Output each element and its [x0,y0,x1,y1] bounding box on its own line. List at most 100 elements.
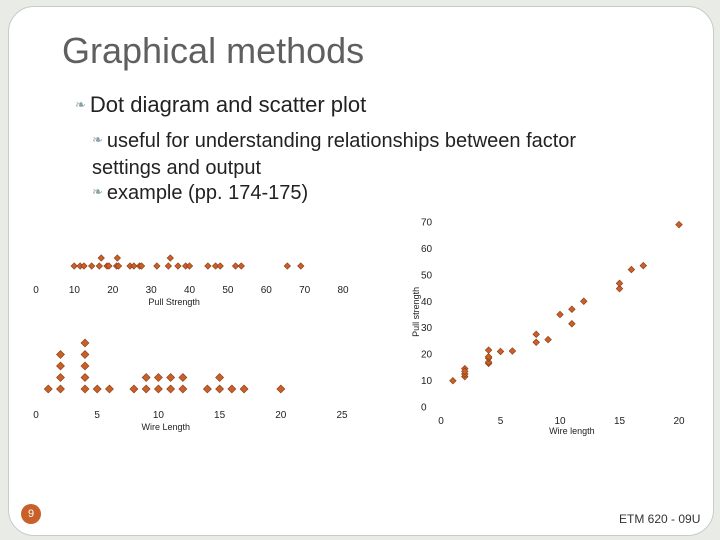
dot-marker [166,373,176,382]
x-tick-label: 20 [275,410,287,421]
dot-marker [166,254,174,262]
x-tick-label: 10 [554,416,566,427]
dot-marker [95,262,103,270]
dot-marker [237,262,245,270]
wire-length-dot-diagram: 0 5 10 15 20 25 Wire Length [33,338,348,432]
x-tick-label: 20 [673,416,685,427]
scatter-plot: 0 5 10 15 20 0 10 20 30 40 50 60 70 Wire length Pull s… [411,218,685,437]
bullet-3-text: example (pp. 174-175) [106,182,309,204]
y-tick-label: 20 [421,350,433,361]
scatter-point [484,353,493,361]
dot-marker [215,384,225,394]
dot-marker [239,384,249,394]
dot-marker [141,373,151,382]
scatter-point [532,330,540,339]
bullet-useful: ❧ useful for understanding relationships … [92,126,612,182]
x-tick-label: 60 [261,285,273,296]
scatter-point [568,320,576,328]
dot-marker [114,262,123,270]
slide-title: Graphical methods [62,30,365,71]
bullet-2-text: useful for understanding relationships b… [92,130,577,179]
y-tick-label: 10 [421,376,433,387]
x-tick-label: 5 [498,416,504,427]
dot-marker [216,262,224,270]
x-tick-label: 70 [299,285,311,296]
scatter-point [615,279,624,288]
dot-marker [153,373,163,382]
dot-marker [56,384,65,394]
x-tick-label: 25 [336,410,348,421]
x-axis-label: Wire length [549,426,595,436]
dot-marker [97,254,105,262]
dot-marker [215,373,225,382]
scatter-point [627,265,636,274]
x-tick-label: 80 [337,285,349,296]
dot-marker [80,338,90,348]
y-axis-label: Pull strength [411,287,421,337]
x-tick-label: 10 [153,410,165,421]
x-tick-label: 10 [69,285,81,296]
footer-text: ETM 620 - 09U [619,512,701,526]
x-tick-label: 15 [214,410,226,421]
dot-marker [105,384,114,394]
dot-marker [113,254,121,262]
dot-marker [153,384,163,394]
dot-marker [56,373,65,382]
scatter-point [484,358,493,366]
dot-marker [178,373,188,382]
scatter-point [508,347,517,355]
bullet-1-text: Dot diagram and scatter plot [89,92,367,117]
x-tick-label: 20 [107,285,119,296]
x-axis-label: Pull Strength [148,297,200,307]
dot-marker [129,384,139,394]
y-tick-label: 0 [421,403,427,414]
pull-strength-dot-diagram: 0 10 20 30 40 50 60 70 80 Pull Strength [33,254,349,307]
bullet-icon: ❧ [92,184,103,199]
dot-marker [178,384,188,394]
dot-marker [204,262,212,270]
dot-marker [174,262,182,270]
dot-marker [283,262,291,270]
scatter-point [580,297,588,306]
page-number: 9 [21,504,41,524]
dot-marker [105,262,113,270]
dot-marker [231,262,240,270]
scatter-point [449,376,457,385]
y-tick-label: 30 [421,323,433,334]
dot-marker [185,262,194,270]
x-tick-label: 5 [94,410,100,421]
scatter-point [556,310,564,319]
scatter-point [675,220,683,229]
dot-marker [297,262,305,270]
scatter-point [639,261,648,270]
scatter-point [568,305,576,313]
x-tick-label: 15 [614,416,626,427]
dot-marker [70,262,78,270]
slide-frame [8,6,714,536]
dot-marker [56,350,65,359]
dot-marker [43,384,53,394]
x-tick-label: 0 [438,416,444,427]
scatter-point [484,346,493,354]
y-tick-label: 40 [421,297,433,308]
dot-marker [80,350,90,359]
x-tick-label: 0 [33,285,39,296]
scatter-point [532,338,540,346]
dot-marker [80,373,90,382]
dot-marker [276,384,286,394]
bullet-icon: ❧ [92,132,103,147]
dot-marker [80,262,88,270]
y-tick-label: 60 [421,244,433,255]
dot-marker [164,262,173,270]
x-tick-label: 40 [184,285,196,296]
scatter-point [461,367,469,376]
bullet-icon: ❧ [75,97,86,112]
dot-marker [137,262,146,270]
scatter-point [496,347,505,356]
x-tick-label: 0 [33,410,39,421]
dot-marker [92,384,102,394]
dot-marker [153,262,161,270]
bullet-example: ❧ example (pp. 174-175) [92,182,308,205]
scatter-point [544,335,552,344]
